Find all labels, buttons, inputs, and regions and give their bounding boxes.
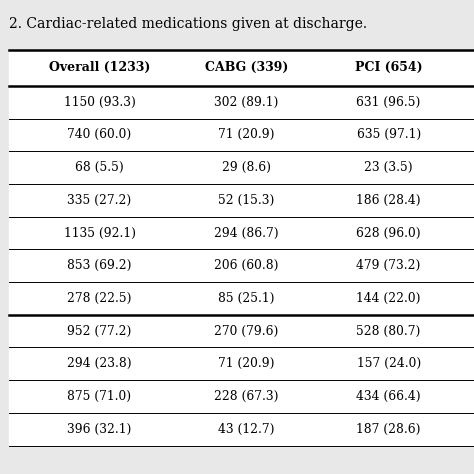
Text: 186 (28.4): 186 (28.4) — [356, 194, 421, 207]
Text: 228 (67.3): 228 (67.3) — [214, 390, 279, 403]
Text: 187 (28.6): 187 (28.6) — [356, 423, 421, 436]
Text: 528 (80.7): 528 (80.7) — [356, 325, 421, 337]
Text: 628 (96.0): 628 (96.0) — [356, 227, 421, 239]
Text: 157 (24.0): 157 (24.0) — [356, 357, 421, 370]
Text: 952 (77.2): 952 (77.2) — [67, 325, 132, 337]
Text: 71 (20.9): 71 (20.9) — [218, 128, 275, 141]
Text: 434 (66.4): 434 (66.4) — [356, 390, 421, 403]
Text: 206 (60.8): 206 (60.8) — [214, 259, 279, 272]
Text: 740 (60.0): 740 (60.0) — [67, 128, 132, 141]
Text: CABG (339): CABG (339) — [205, 61, 288, 74]
Text: 631 (96.5): 631 (96.5) — [356, 96, 421, 109]
Text: 23 (3.5): 23 (3.5) — [365, 161, 413, 174]
Text: 294 (86.7): 294 (86.7) — [214, 227, 279, 239]
Text: 1150 (93.3): 1150 (93.3) — [64, 96, 136, 109]
Text: 144 (22.0): 144 (22.0) — [356, 292, 421, 305]
Text: 1135 (92.1): 1135 (92.1) — [64, 227, 136, 239]
Text: 68 (5.5): 68 (5.5) — [75, 161, 124, 174]
Text: 302 (89.1): 302 (89.1) — [214, 96, 279, 109]
Text: 278 (22.5): 278 (22.5) — [67, 292, 132, 305]
Text: 853 (69.2): 853 (69.2) — [67, 259, 132, 272]
Text: 71 (20.9): 71 (20.9) — [218, 357, 275, 370]
Text: 479 (73.2): 479 (73.2) — [356, 259, 421, 272]
Text: 270 (79.6): 270 (79.6) — [214, 325, 279, 337]
Text: 2. Cardiac-related medications given at discharge.: 2. Cardiac-related medications given at … — [9, 17, 368, 31]
Text: 29 (8.6): 29 (8.6) — [222, 161, 271, 174]
Text: 635 (97.1): 635 (97.1) — [356, 128, 421, 141]
Text: 875 (71.0): 875 (71.0) — [67, 390, 132, 403]
Text: 294 (23.8): 294 (23.8) — [67, 357, 132, 370]
Text: 335 (27.2): 335 (27.2) — [67, 194, 132, 207]
Text: 396 (32.1): 396 (32.1) — [67, 423, 132, 436]
Text: PCI (654): PCI (654) — [355, 61, 422, 74]
Text: 52 (15.3): 52 (15.3) — [219, 194, 274, 207]
Text: 43 (12.7): 43 (12.7) — [218, 423, 275, 436]
Text: Overall (1233): Overall (1233) — [49, 61, 150, 74]
Text: 85 (25.1): 85 (25.1) — [218, 292, 275, 305]
